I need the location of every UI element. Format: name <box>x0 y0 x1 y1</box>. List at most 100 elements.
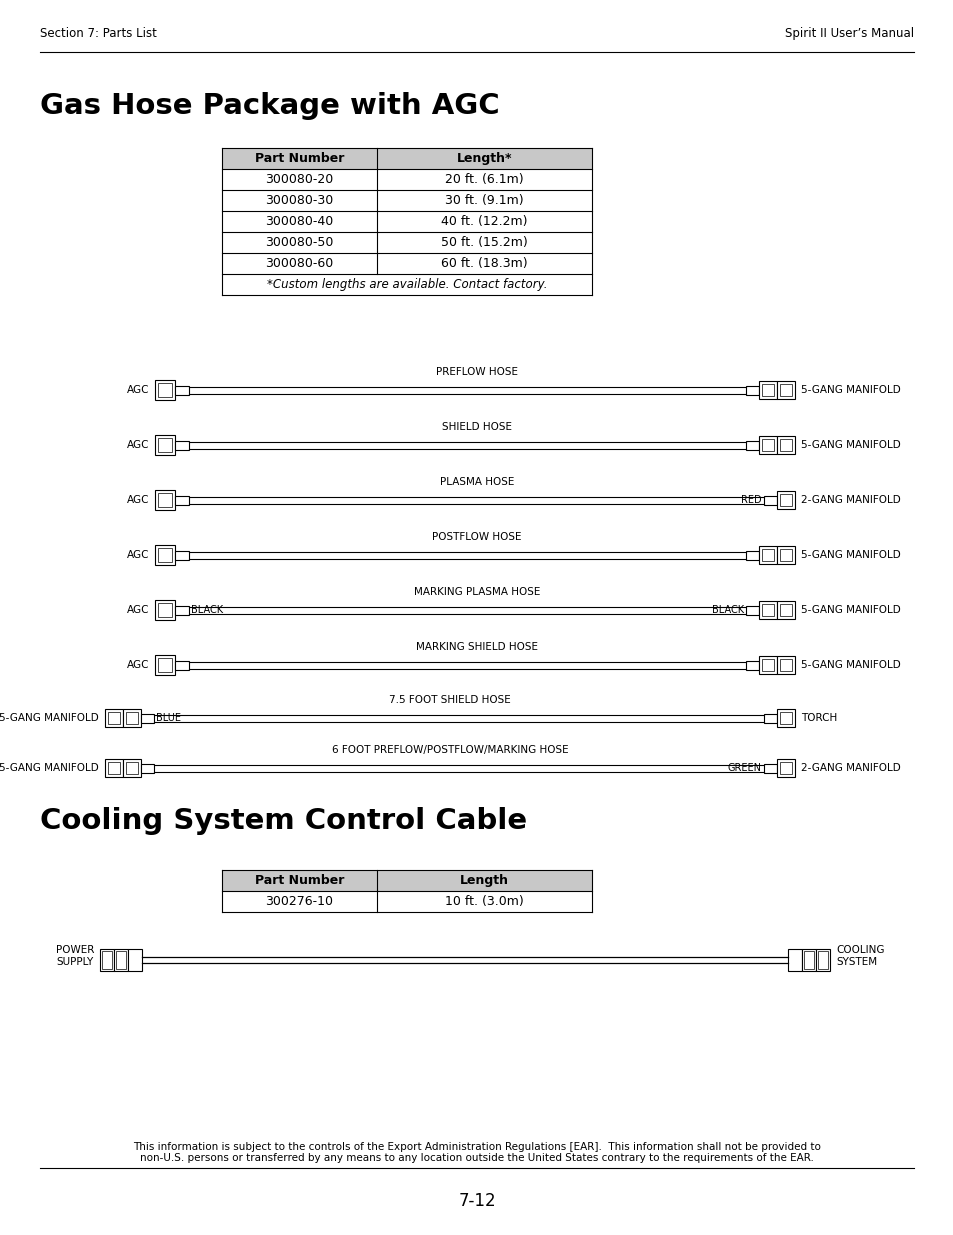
Text: 5-GANG MANIFOLD: 5-GANG MANIFOLD <box>801 659 900 671</box>
Bar <box>761 604 773 616</box>
Bar <box>158 548 172 562</box>
Bar <box>776 760 794 777</box>
Bar <box>759 601 776 619</box>
Bar <box>761 384 773 396</box>
Text: 5-GANG MANIFOLD: 5-GANG MANIFOLD <box>801 605 900 615</box>
Bar <box>222 190 592 211</box>
Text: SUPPLY: SUPPLY <box>56 957 94 967</box>
Text: 2-GANG MANIFOLD: 2-GANG MANIFOLD <box>801 763 900 773</box>
Bar <box>174 385 189 394</box>
Text: AGC: AGC <box>127 495 149 505</box>
Text: Gas Hose Package with AGC: Gas Hose Package with AGC <box>40 91 499 120</box>
Bar <box>113 948 128 971</box>
Bar <box>815 948 829 971</box>
Text: Length: Length <box>459 874 509 887</box>
Text: Part Number: Part Number <box>254 874 344 887</box>
Bar <box>759 546 776 564</box>
Bar <box>154 655 174 676</box>
Bar <box>776 709 794 727</box>
Bar <box>780 384 791 396</box>
Text: 60 ft. (18.3m): 60 ft. (18.3m) <box>440 257 527 270</box>
Bar <box>116 951 126 969</box>
Bar <box>780 494 791 506</box>
Bar <box>123 709 141 727</box>
Bar <box>158 493 172 508</box>
Text: 5-GANG MANIFOLD: 5-GANG MANIFOLD <box>801 440 900 450</box>
Bar <box>100 948 113 971</box>
Text: 300080-50: 300080-50 <box>265 236 334 249</box>
Bar <box>759 436 776 454</box>
Bar <box>154 600 174 620</box>
Text: COOLING: COOLING <box>835 945 883 955</box>
Text: MARKING SHIELD HOSE: MARKING SHIELD HOSE <box>416 642 537 652</box>
Bar <box>174 551 189 559</box>
Text: PREFLOW HOSE: PREFLOW HOSE <box>436 367 517 377</box>
Text: non-U.S. persons or transferred by any means to any location outside the United : non-U.S. persons or transferred by any m… <box>140 1153 813 1163</box>
Text: SHIELD HOSE: SHIELD HOSE <box>441 422 512 432</box>
Bar <box>761 438 773 451</box>
Text: 2-GANG MANIFOLD: 2-GANG MANIFOLD <box>801 495 900 505</box>
Bar <box>105 760 123 777</box>
Text: GREEN: GREEN <box>727 763 761 773</box>
Bar <box>154 380 174 400</box>
Text: 300080-40: 300080-40 <box>265 215 334 228</box>
Bar <box>126 713 138 724</box>
Text: 40 ft. (12.2m): 40 ft. (12.2m) <box>441 215 527 228</box>
Text: Cooling System Control Cable: Cooling System Control Cable <box>40 806 527 835</box>
Bar <box>780 550 791 561</box>
Bar <box>759 656 776 674</box>
Bar <box>780 659 791 671</box>
Text: 7-12: 7-12 <box>457 1192 496 1210</box>
Bar <box>222 869 592 890</box>
Text: 10 ft. (3.0m): 10 ft. (3.0m) <box>445 895 523 908</box>
Text: AGC: AGC <box>127 440 149 450</box>
Bar <box>128 948 142 971</box>
Bar <box>787 948 801 971</box>
Bar <box>108 713 120 724</box>
Bar <box>745 441 759 450</box>
Text: 300080-30: 300080-30 <box>265 194 334 207</box>
Bar <box>745 661 759 669</box>
Bar <box>222 169 592 190</box>
Bar <box>174 661 189 669</box>
Bar <box>158 603 172 618</box>
Bar <box>745 385 759 394</box>
Bar <box>803 951 813 969</box>
Bar <box>102 951 112 969</box>
Text: 6 FOOT PREFLOW/POSTFLOW/MARKING HOSE: 6 FOOT PREFLOW/POSTFLOW/MARKING HOSE <box>332 745 568 755</box>
Bar <box>780 762 791 774</box>
Bar <box>158 658 172 672</box>
Text: 7.5 FOOT SHIELD HOSE: 7.5 FOOT SHIELD HOSE <box>389 695 511 705</box>
Bar <box>776 382 794 399</box>
Text: BLUE: BLUE <box>156 713 181 722</box>
Bar <box>759 382 776 399</box>
Text: Length*: Length* <box>456 152 512 165</box>
Text: AGC: AGC <box>127 385 149 395</box>
Bar <box>745 551 759 559</box>
Text: 5-GANG MANIFOLD: 5-GANG MANIFOLD <box>0 713 99 722</box>
Bar <box>174 441 189 450</box>
Bar <box>141 714 153 722</box>
Bar <box>776 436 794 454</box>
Text: 5-GANG MANIFOLD: 5-GANG MANIFOLD <box>0 763 99 773</box>
Bar <box>763 763 776 773</box>
Text: This information is subject to the controls of the Export Administration Regulat: This information is subject to the contr… <box>132 1142 821 1152</box>
Bar <box>222 232 592 253</box>
Bar <box>780 604 791 616</box>
Text: BLACK: BLACK <box>711 605 743 615</box>
Bar <box>222 274 592 295</box>
Bar <box>174 495 189 505</box>
Bar <box>126 762 138 774</box>
Bar <box>154 545 174 564</box>
Bar <box>763 714 776 722</box>
Bar <box>105 709 123 727</box>
Text: SYSTEM: SYSTEM <box>835 957 876 967</box>
Bar <box>761 550 773 561</box>
Bar <box>761 659 773 671</box>
Bar <box>801 948 815 971</box>
Text: POWER: POWER <box>55 945 94 955</box>
Text: 20 ft. (6.1m): 20 ft. (6.1m) <box>445 173 523 186</box>
Bar <box>776 601 794 619</box>
Bar <box>222 148 592 169</box>
Bar <box>776 492 794 509</box>
